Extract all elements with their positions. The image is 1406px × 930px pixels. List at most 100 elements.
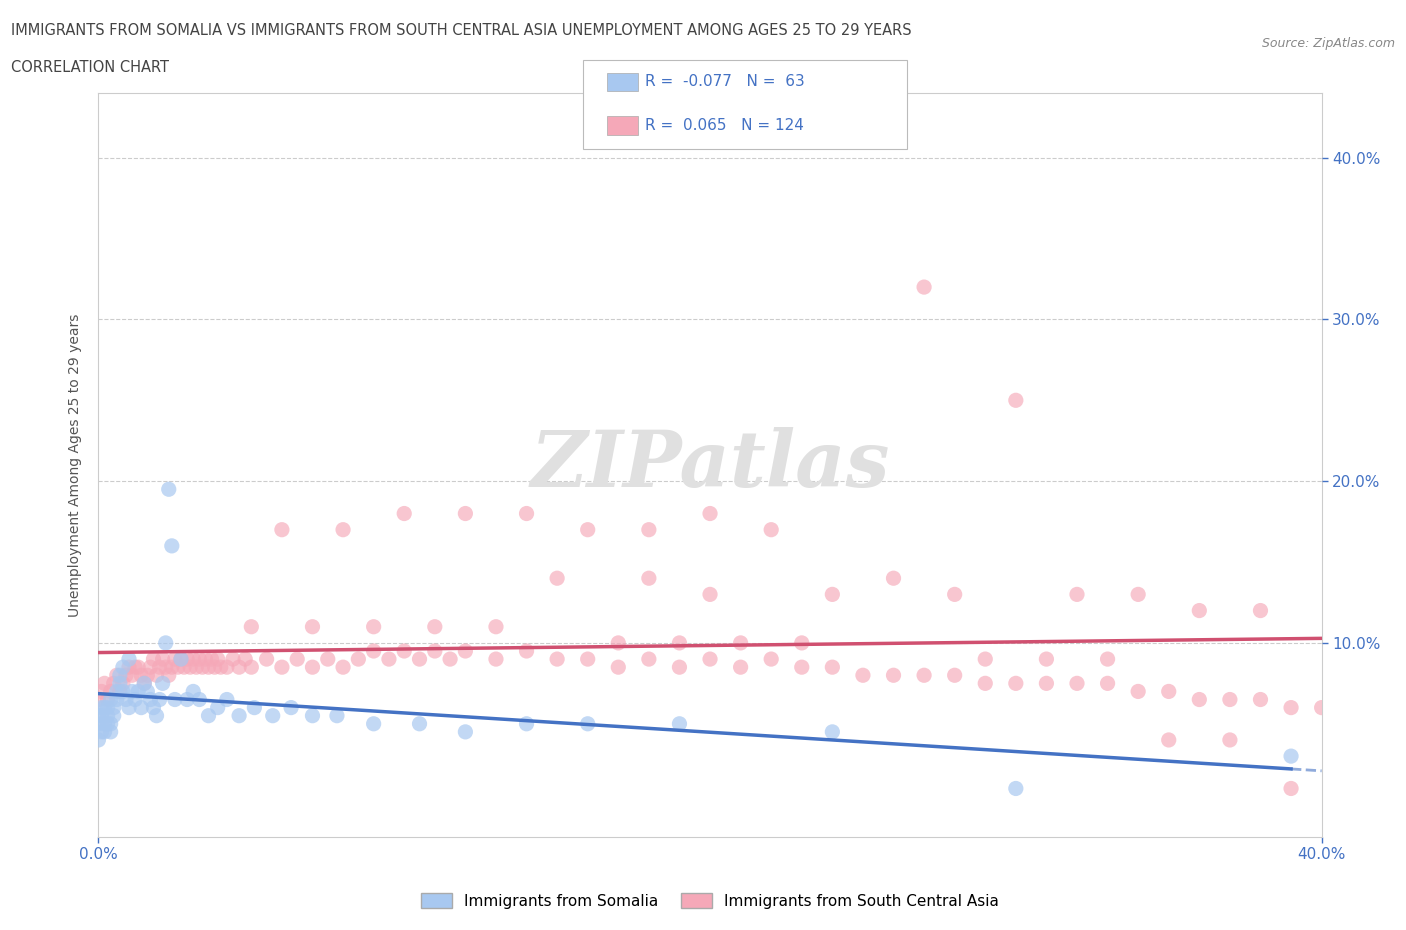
Point (423, 619, 446, 634)
Point (423, 644, 446, 658)
Point (943, 587, 966, 602)
Point (852, 668, 875, 683)
Point (759, 652, 782, 667)
Point (160, 538, 183, 553)
Point (1249, 604, 1271, 618)
Point (668, 716, 690, 731)
Point (188, 652, 211, 667)
Point (105, 692, 128, 707)
Point (179, 659, 201, 674)
Point (546, 652, 568, 667)
Point (332, 659, 354, 674)
Point (121, 668, 143, 683)
Point (280, 700, 302, 715)
Point (637, 652, 661, 667)
Point (149, 692, 172, 707)
Point (1035, 676, 1057, 691)
Point (87, 716, 110, 731)
Point (301, 619, 323, 634)
Point (90, 709, 112, 724)
Legend: Immigrants from Somalia, Immigrants from South Central Asia: Immigrants from Somalia, Immigrants from… (415, 886, 1005, 915)
Point (256, 652, 278, 667)
Point (637, 571, 661, 586)
Point (546, 571, 568, 586)
Point (136, 668, 159, 683)
Point (228, 709, 250, 724)
Point (1004, 676, 1026, 691)
Point (103, 709, 125, 724)
Point (576, 523, 599, 538)
Point (124, 659, 146, 674)
Point (485, 619, 508, 634)
Point (188, 692, 211, 707)
Point (883, 668, 905, 683)
Point (821, 659, 844, 674)
Point (157, 482, 180, 497)
Point (883, 571, 905, 586)
Point (197, 709, 219, 724)
Point (1219, 692, 1241, 707)
Point (730, 635, 752, 650)
Point (167, 659, 190, 674)
Point (115, 668, 138, 683)
Point (301, 709, 323, 724)
Point (454, 506, 477, 521)
Point (516, 716, 538, 731)
Point (1128, 587, 1150, 602)
Point (103, 700, 125, 715)
Point (152, 652, 174, 667)
Point (363, 644, 385, 658)
Point (87, 692, 110, 707)
Point (103, 676, 125, 691)
Point (155, 635, 177, 650)
Point (301, 659, 323, 674)
Point (215, 659, 238, 674)
Point (240, 659, 263, 674)
Point (194, 652, 217, 667)
Text: CORRELATION CHART: CORRELATION CHART (11, 60, 169, 75)
Point (1157, 733, 1180, 748)
Point (152, 676, 174, 691)
Point (170, 652, 193, 667)
Point (186, 659, 208, 674)
Point (668, 635, 690, 650)
Point (97, 716, 120, 731)
Point (207, 700, 229, 715)
Point (516, 644, 538, 658)
Point (145, 668, 167, 683)
Point (392, 506, 416, 521)
Point (1066, 676, 1088, 691)
Point (136, 684, 159, 698)
Point (974, 652, 997, 667)
Point (111, 684, 134, 698)
Point (93, 700, 115, 715)
Point (97, 700, 120, 715)
Point (408, 716, 430, 731)
Point (139, 659, 162, 674)
Point (209, 659, 232, 674)
Point (576, 652, 599, 667)
Point (1249, 692, 1271, 707)
Point (145, 709, 167, 724)
Point (1004, 392, 1026, 407)
Point (215, 692, 238, 707)
Point (1097, 676, 1119, 691)
Point (163, 652, 186, 667)
Point (270, 659, 292, 674)
Point (118, 659, 141, 674)
Point (439, 652, 461, 667)
Point (1157, 684, 1180, 698)
Point (378, 652, 401, 667)
Point (243, 700, 266, 715)
Point (1279, 781, 1302, 796)
Point (730, 659, 752, 674)
Point (316, 652, 339, 667)
Point (262, 709, 284, 724)
Point (93, 676, 115, 691)
Point (108, 676, 131, 691)
Point (149, 659, 172, 674)
Point (87, 733, 110, 748)
Point (100, 724, 122, 739)
Point (1279, 749, 1302, 764)
Point (607, 659, 630, 674)
